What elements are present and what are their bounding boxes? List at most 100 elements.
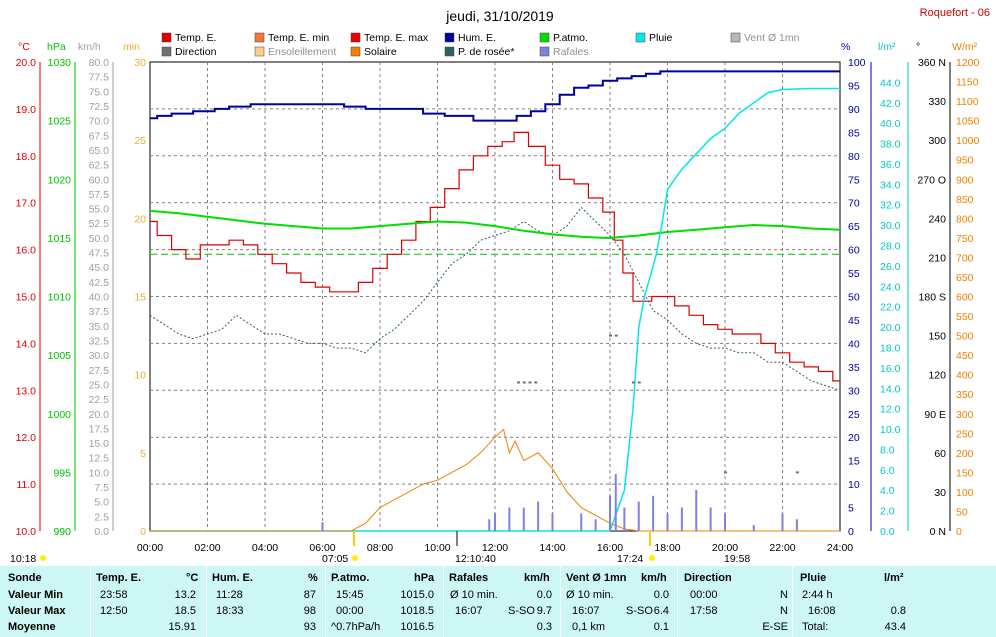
- tick-kmh: 17.5: [89, 423, 110, 435]
- tick-hour: 20:00: [712, 542, 738, 554]
- sun-icon: [40, 555, 46, 561]
- legend-swatch: [444, 32, 455, 43]
- tick-rain: 14.0: [880, 383, 901, 395]
- tick-kmh: 5.0: [94, 497, 109, 509]
- tick-hour: 04:00: [252, 542, 278, 554]
- temp-min-time: 23:58: [100, 589, 128, 601]
- row-label-min: Valeur Min: [8, 589, 64, 601]
- legend-label: Vent Ø 1mn: [744, 32, 800, 44]
- tick-wm2: 600: [956, 292, 974, 304]
- direction-point: [637, 381, 641, 384]
- tick-wm2: 0: [956, 526, 962, 538]
- tick-hour: 08:00: [367, 542, 393, 554]
- tick-wm2: 950: [956, 155, 974, 167]
- tick-rain: 28.0: [880, 241, 901, 253]
- tick-deg: 270 O: [917, 174, 946, 186]
- tick-pct: 5: [848, 503, 854, 515]
- axis-unit-deg: °: [916, 41, 920, 53]
- tick-celsius: 19.0: [16, 104, 37, 116]
- tick-kmh: 35.0: [89, 321, 110, 333]
- tick-wm2: 700: [956, 252, 974, 264]
- sunrise-left-label: 10:18: [10, 553, 36, 565]
- tick-hour: 12:00: [482, 542, 508, 554]
- tick-pct: 70: [848, 198, 860, 210]
- hum-max-value: 98: [303, 605, 316, 617]
- tick-hour: 00:00: [137, 542, 163, 554]
- temp-max-value: 18.5: [174, 605, 196, 617]
- tick-kmh: 12.5: [89, 453, 110, 465]
- stats-header-hum-unit: %: [308, 572, 318, 584]
- patm-min-value: 1015.0: [400, 589, 434, 601]
- tick-kmh: 65.0: [89, 145, 110, 157]
- stats-header-patm-unit: hPa: [414, 572, 435, 584]
- tick-wm2: 100: [956, 487, 974, 499]
- hum-min-value: 87: [303, 589, 316, 601]
- tick-celsius: 20.0: [16, 57, 37, 69]
- sunset-label: 17:24: [617, 553, 643, 565]
- tick-celsius: 15.0: [16, 292, 37, 304]
- dir-mean-value: E-SE: [762, 621, 788, 633]
- tick-pct: 65: [848, 221, 860, 233]
- stats-header-rain: Pluie: [800, 572, 827, 584]
- tick-rain: 22.0: [880, 302, 901, 314]
- tick-min: 20: [134, 213, 146, 225]
- tick-kmh: 15.0: [89, 438, 110, 450]
- legend-label: P. de rosée*: [458, 46, 514, 58]
- axis-unit-rain: l/m²: [878, 41, 896, 53]
- tick-kmh: 20.0: [89, 409, 110, 421]
- tick-rain: 30.0: [880, 220, 901, 232]
- tick-hour: 06:00: [309, 542, 335, 554]
- tick-kmh: 57.5: [89, 189, 110, 201]
- tick-rain: 6.0: [880, 465, 895, 477]
- temp-max-time: 12:50: [100, 605, 128, 617]
- series-rain: [150, 87, 840, 532]
- legend-swatch: [350, 32, 361, 43]
- tick-kmh: 7.5: [94, 482, 109, 494]
- tick-kmh: 42.5: [89, 277, 110, 289]
- tick-kmh: 62.5: [89, 160, 110, 172]
- legend-label: Temp. E. max: [364, 32, 429, 44]
- tick-hour: 22:00: [769, 542, 795, 554]
- tick-wm2: 250: [956, 428, 974, 440]
- tick-wm2: 1200: [956, 57, 980, 69]
- wind-min-value: 0.0: [653, 589, 669, 601]
- tick-hpa: 990: [53, 526, 71, 538]
- tick-min: 0: [140, 526, 146, 538]
- tick-wm2: 300: [956, 409, 974, 421]
- stats-header-wind-unit: km/h: [641, 572, 667, 584]
- tick-hpa: 995: [53, 467, 71, 479]
- series-solar: [150, 428, 840, 532]
- tick-wm2: 1100: [956, 96, 979, 108]
- tick-wm2: 200: [956, 448, 974, 460]
- chart-title: jeudi, 31/10/2019: [445, 8, 554, 24]
- tick-kmh: 47.5: [89, 248, 110, 260]
- tick-kmh: 0.0: [94, 526, 109, 538]
- tick-pct: 100: [848, 57, 866, 69]
- tick-min: 5: [140, 448, 146, 460]
- tick-hour: 24:00: [827, 542, 853, 554]
- tick-kmh: 50.0: [89, 233, 110, 245]
- tick-hpa: 1000: [48, 409, 72, 421]
- legend-swatch: [254, 46, 265, 57]
- tick-wm2: 450: [956, 350, 974, 362]
- tick-pct: 85: [848, 127, 860, 139]
- tick-kmh: 27.5: [89, 365, 110, 377]
- hum-mean-value: 93: [303, 621, 316, 633]
- rain-max-value: 0.8: [890, 605, 906, 617]
- hum-max-time: 18:33: [216, 605, 244, 617]
- tick-hpa: 1025: [48, 116, 72, 128]
- legend-swatch: [161, 32, 172, 43]
- tick-kmh: 10.0: [89, 467, 110, 479]
- legend-label: Ensoleillement: [268, 46, 336, 58]
- legend-label: Pluie: [649, 32, 673, 44]
- tick-celsius: 10.0: [16, 526, 37, 538]
- tick-deg: 330: [928, 96, 946, 108]
- legend-label: P.atmo.: [553, 32, 588, 44]
- tick-pct: 35: [848, 362, 860, 374]
- legend-swatch: [539, 46, 550, 57]
- tick-pct: 40: [848, 338, 860, 350]
- tick-hpa: 1030: [48, 57, 72, 69]
- direction-point: [522, 381, 526, 384]
- tick-deg: 60: [934, 448, 946, 460]
- tick-deg: 120: [928, 370, 946, 382]
